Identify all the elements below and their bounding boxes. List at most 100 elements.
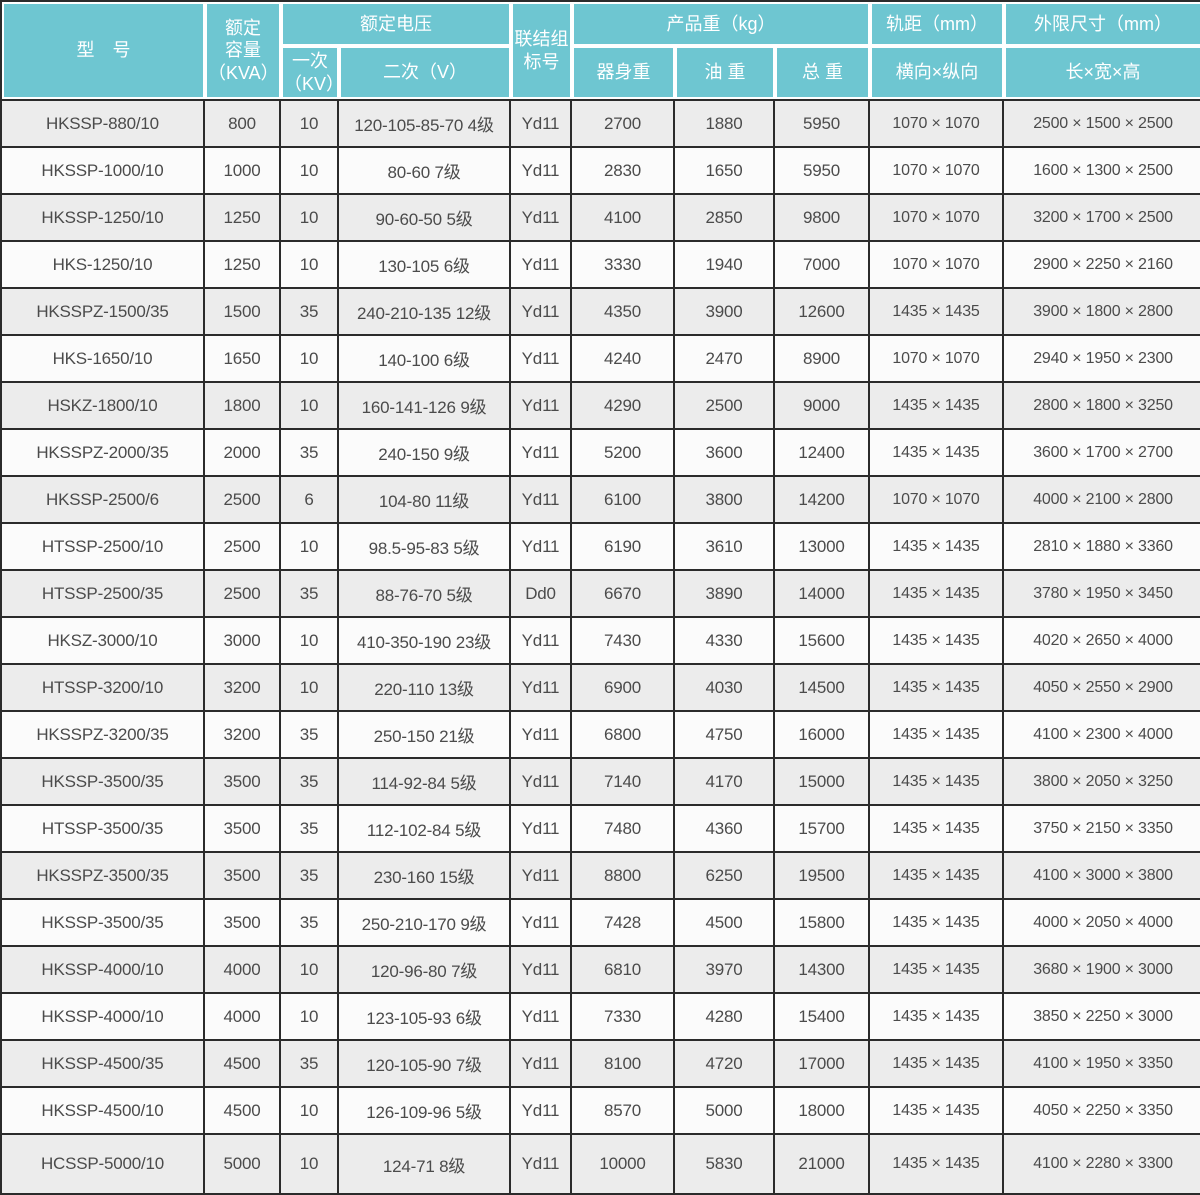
cell-primary-kv: 35 (281, 287, 339, 334)
cell-oil-weight: 3610 (675, 522, 775, 569)
cell-oil-weight: 3800 (675, 475, 775, 522)
cell-secondary-v: 104-80 11级 (339, 475, 511, 522)
table-row: HKSSP-4000/10 4000 10 120-96-80 7级 Yd11 6810 3… (2, 945, 1200, 992)
cell-primary-kv: 10 (281, 193, 339, 240)
cell-primary-kv: 10 (281, 616, 339, 663)
table-row: HTSSP-2500/10 2500 10 98.5-95-83 5级 Yd11 6190… (2, 522, 1200, 569)
cell-gauge: 1435 × 1435 (870, 381, 1005, 428)
cell-gauge: 1070 × 1070 (870, 475, 1005, 522)
cell-primary-kv: 10 (281, 99, 339, 146)
cell-secondary-v: 250-150 21级 (339, 710, 511, 757)
cell-primary-kv: 35 (281, 428, 339, 475)
cell-dimensions: 2800 × 1800 × 3250 (1004, 381, 1200, 428)
cell-dimensions: 2900 × 2250 × 2160 (1004, 240, 1200, 287)
col-header-oil-weight: 油 重 (675, 46, 775, 99)
cell-secondary-v: 120-96-80 7级 (339, 945, 511, 992)
cell-gauge: 1070 × 1070 (870, 193, 1005, 240)
cell-total-weight: 14500 (775, 663, 871, 710)
cell-secondary-v: 126-109-96 5级 (339, 1086, 511, 1133)
cell-capacity: 3000 (205, 616, 281, 663)
table-row: HTSSP-3500/35 3500 35 112-102-84 5级 Yd11 7480… (2, 804, 1200, 851)
cell-oil-weight: 4030 (675, 663, 775, 710)
cell-oil-weight: 4750 (675, 710, 775, 757)
cell-secondary-v: 160-141-126 9级 (339, 381, 511, 428)
cell-capacity: 1000 (205, 146, 281, 193)
cell-connection: Yd11 (511, 663, 572, 710)
cell-secondary-v: 80-60 7级 (339, 146, 511, 193)
cell-secondary-v: 88-76-70 5级 (339, 569, 511, 616)
cell-body-weight: 10000 (572, 1133, 675, 1193)
table-header: 型 号 额定 容量 （KVA） 额定电压 联结组 标号 产品重（kg） 轨距（m… (2, 2, 1200, 99)
cell-capacity: 2000 (205, 428, 281, 475)
cell-oil-weight: 1650 (675, 146, 775, 193)
col-header-gauge-sub: 横向×纵向 (870, 46, 1005, 99)
cell-connection: Dd0 (511, 569, 572, 616)
cell-model: HTSSP-3500/35 (2, 804, 205, 851)
cell-body-weight: 8800 (572, 851, 675, 898)
cell-model: HKSZ-3000/10 (2, 616, 205, 663)
cell-gauge: 1070 × 1070 (870, 146, 1005, 193)
cell-body-weight: 7428 (572, 898, 675, 945)
cell-oil-weight: 1880 (675, 99, 775, 146)
cell-model: HKS-1250/10 (2, 240, 205, 287)
cell-capacity: 3500 (205, 851, 281, 898)
cell-secondary-v: 124-71 8级 (339, 1133, 511, 1193)
cell-connection: Yd11 (511, 475, 572, 522)
cell-primary-kv: 10 (281, 146, 339, 193)
cell-connection: Yd11 (511, 710, 572, 757)
cell-gauge: 1435 × 1435 (870, 569, 1005, 616)
cell-primary-kv: 10 (281, 945, 339, 992)
cell-dimensions: 3200 × 1700 × 2500 (1004, 193, 1200, 240)
cell-total-weight: 5950 (775, 146, 871, 193)
cell-total-weight: 14300 (775, 945, 871, 992)
cell-gauge: 1435 × 1435 (870, 992, 1005, 1039)
cell-capacity: 1500 (205, 287, 281, 334)
cell-dimensions: 1600 × 1300 × 2500 (1004, 146, 1200, 193)
cell-total-weight: 15400 (775, 992, 871, 1039)
col-header-rated-capacity: 额定 容量 （KVA） (205, 2, 281, 99)
cell-connection: Yd11 (511, 522, 572, 569)
cell-oil-weight: 2500 (675, 381, 775, 428)
cell-model: HTSSP-3200/10 (2, 663, 205, 710)
cell-total-weight: 18000 (775, 1086, 871, 1133)
cell-capacity: 4000 (205, 945, 281, 992)
cell-body-weight: 8100 (572, 1039, 675, 1086)
cell-dimensions: 2940 × 1950 × 2300 (1004, 334, 1200, 381)
cell-capacity: 2500 (205, 522, 281, 569)
cell-dimensions: 4100 × 1950 × 3350 (1004, 1039, 1200, 1086)
cell-body-weight: 4350 (572, 287, 675, 334)
table-row: HKSSP-2500/6 2500 6 104-80 11级 Yd11 6100 3800 1… (2, 475, 1200, 522)
col-header-body-weight: 器身重 (572, 46, 675, 99)
cell-gauge: 1435 × 1435 (870, 757, 1005, 804)
cell-body-weight: 2830 (572, 146, 675, 193)
cell-secondary-v: 240-210-135 12级 (339, 287, 511, 334)
cell-total-weight: 15600 (775, 616, 871, 663)
cell-primary-kv: 10 (281, 334, 339, 381)
cell-total-weight: 12400 (775, 428, 871, 475)
cell-connection: Yd11 (511, 757, 572, 804)
cell-model: HCSSP-5000/10 (2, 1133, 205, 1193)
cell-oil-weight: 3900 (675, 287, 775, 334)
table-row: HTSSP-3200/10 3200 10 220-110 13级 Yd11 6900 40… (2, 663, 1200, 710)
cell-oil-weight: 2470 (675, 334, 775, 381)
table-row: HKSSP-1000/10 1000 10 80-60 7级 Yd11 2830 1650 5… (2, 146, 1200, 193)
cell-capacity: 3200 (205, 663, 281, 710)
cell-connection: Yd11 (511, 334, 572, 381)
cell-oil-weight: 6250 (675, 851, 775, 898)
cell-dimensions: 4000 × 2050 × 4000 (1004, 898, 1200, 945)
col-header-rated-voltage: 额定电压 (281, 2, 511, 46)
table-row: HKS-1250/10 1250 10 130-105 6级 Yd11 3330 1940 7… (2, 240, 1200, 287)
cell-oil-weight: 4170 (675, 757, 775, 804)
cell-capacity: 2500 (205, 569, 281, 616)
cell-oil-weight: 4280 (675, 992, 775, 1039)
cell-model: HKSSP-4500/10 (2, 1086, 205, 1133)
cell-connection: Yd11 (511, 193, 572, 240)
cell-capacity: 2500 (205, 475, 281, 522)
cell-body-weight: 5200 (572, 428, 675, 475)
table-row: HKSSPZ-1500/35 1500 35 240-210-135 12级 Yd11 4… (2, 287, 1200, 334)
cell-gauge: 1435 × 1435 (870, 945, 1005, 992)
cell-secondary-v: 90-60-50 5级 (339, 193, 511, 240)
cell-capacity: 1650 (205, 334, 281, 381)
cell-total-weight: 12600 (775, 287, 871, 334)
cell-primary-kv: 6 (281, 475, 339, 522)
